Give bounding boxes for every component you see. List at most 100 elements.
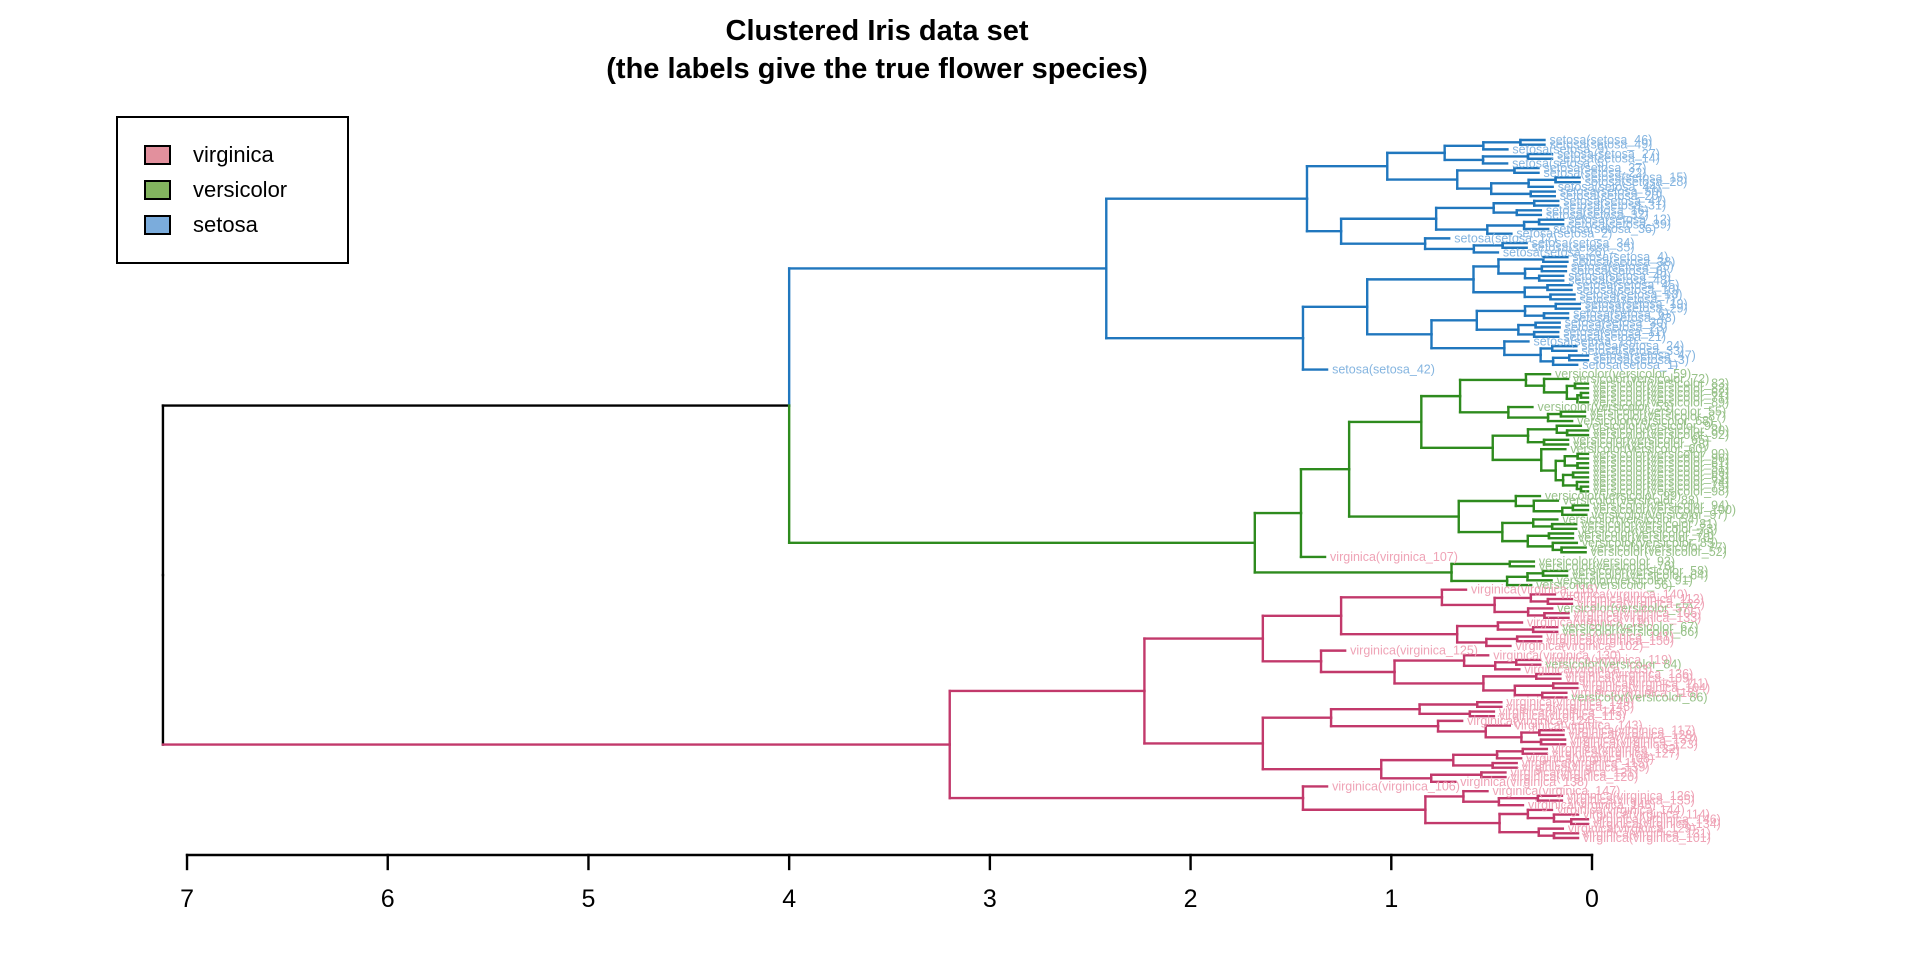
chart-title: Clustered Iris data set <box>725 15 1029 47</box>
leaf-label: setosa(setosa_42) <box>1332 363 1435 377</box>
leaf-label: setosa(setosa_2) <box>1516 227 1612 241</box>
legend-item-versicolor: versicolor <box>144 177 347 203</box>
leaf-label: virginica(virginica_130) <box>1493 648 1621 662</box>
leaf-label: setosa(setosa_19) <box>1585 297 1688 311</box>
legend-label: setosa <box>193 212 258 237</box>
leaf-label: virginica(virginica_112) <box>1577 592 1704 606</box>
leaf-label: setosa(setosa_25) <box>1571 259 1674 273</box>
leaf-label: versicolor(versicolor_65) <box>1573 433 1709 447</box>
leaf-label: virginica(virginica_148) <box>1528 798 1656 812</box>
leaf-label: virginica(virginica_107) <box>1330 550 1458 564</box>
leaf-label: virginica(virginica_131) <box>1583 826 1711 840</box>
leaf-label: virginica(virginica_109) <box>1565 672 1693 686</box>
leaf-label: versicolor(versicolor_57) <box>1557 601 1693 615</box>
leaf-label: virginica(virginica_137) <box>1570 733 1698 747</box>
leaf-label: virginica(virginica_123) <box>1570 737 1698 751</box>
dendrogram-branches <box>161 138 1590 840</box>
leaf-label: setosa(setosa_26) <box>1503 245 1606 259</box>
leaf-label: setosa(setosa_10) <box>1577 283 1680 297</box>
leaf-label: setosa(setosa_18) <box>1533 334 1636 348</box>
leaf-label: versicolor(versicolor_88) <box>1563 494 1699 508</box>
leaf-label: setosa(setosa_32) <box>1546 208 1649 222</box>
leaf-label: versicolor(versicolor_74) <box>1593 475 1729 489</box>
x-axis-tick-label: 6 <box>381 885 395 913</box>
leaf-label: setosa(setosa_5) <box>1512 156 1608 170</box>
leaf-label: versicolor(versicolor_83) <box>1593 377 1729 391</box>
leaf-label: versicolor(versicolor_59) <box>1555 367 1691 381</box>
leaf-label: setosa(setosa_38) <box>1572 255 1675 269</box>
leaf-label: versicolor(versicolor_78) <box>1573 437 1709 451</box>
leaf-label: versicolor(versicolor_61) <box>1593 456 1729 470</box>
leaf-label: setosa(setosa_9) <box>1512 142 1608 156</box>
leaf-label: virginica(virginica_128) <box>1568 728 1696 742</box>
leaf-label: setosa(setosa_44) <box>1558 180 1661 194</box>
leaf-label: versicolor(versicolor_94) <box>1593 498 1729 512</box>
leaf-label: setosa(setosa_12) <box>1568 213 1671 227</box>
leaf-label: versicolor(versicolor_80) <box>1593 423 1729 437</box>
leaf-label: setosa(setosa_34) <box>1532 236 1635 250</box>
leaf-label: setosa(setosa_11) <box>1563 325 1665 339</box>
leaf-label: setosa(setosa_14) <box>1557 152 1660 166</box>
leaf-label: versicolor(versicolor_91) <box>1557 573 1693 587</box>
leaf-label: virginica(virginica_105) <box>1574 606 1702 620</box>
leaf-label: versicolor(versicolor_56) <box>1536 578 1672 592</box>
leaf-label: virginica(virginica_146) <box>1593 812 1721 826</box>
leaf-label: versicolor(versicolor_73) <box>1581 522 1717 536</box>
x-axis-tick-label: 0 <box>1585 885 1599 913</box>
leaf-label: virginica(virginica_145) <box>1506 700 1634 714</box>
x-axis-tick-label: 7 <box>180 885 194 913</box>
leaf-label: virginica(virginica_142) <box>1499 705 1627 719</box>
leaf-label: virginica(virginica_120) <box>1510 770 1638 784</box>
leaf-label: setosa(setosa_7) <box>1580 292 1676 306</box>
leaf-label: setosa(setosa_35) <box>1532 241 1635 255</box>
leaf-label: versicolor(versicolor_86) <box>1571 690 1707 704</box>
leaf-label: virginica(virginica_132) <box>1552 742 1680 756</box>
leaf-label: versicolor(versicolor_54) <box>1562 512 1698 526</box>
legend-label: versicolor <box>193 177 288 202</box>
leaf-label: versicolor(versicolor_84) <box>1545 658 1681 672</box>
leaf-label: virginica(virginica_111) <box>1582 676 1708 690</box>
leaf-label: setosa(setosa_43) <box>1573 311 1676 325</box>
leaf-label: virginica(virginica_117) <box>1568 723 1695 737</box>
leaf-label: versicolor(versicolor_68) <box>1577 414 1713 428</box>
leaf-label: versicolor(versicolor_81) <box>1581 517 1717 531</box>
leaf-label: versicolor(versicolor_76) <box>1539 559 1675 573</box>
leaf-label: versicolor(versicolor_85) <box>1582 536 1718 550</box>
x-axis-tick-label: 3 <box>983 885 997 913</box>
leaf-label: versicolor(versicolor_95) <box>1586 419 1722 433</box>
leaf-label: setosa(setosa_33) <box>1581 344 1684 358</box>
leaf-label: versicolor(versicolor_67) <box>1562 620 1698 634</box>
leaf-label: versicolor(versicolor_89) <box>1593 395 1729 409</box>
leaf-label: setosa(setosa_1) <box>1582 358 1678 372</box>
leaf-label: versicolor(versicolor_79) <box>1578 527 1714 541</box>
leaf-label: versicolor(versicolor_98) <box>1593 484 1729 498</box>
leaf-label: virginica(virginica_143) <box>1515 719 1643 733</box>
leaf-label: setosa(setosa_22) <box>1544 166 1647 180</box>
leaf-label: setosa(setosa_24) <box>1581 339 1684 353</box>
leaf-label: virginica(virginica_138) <box>1460 775 1588 789</box>
legend: virginica versicolor setosa <box>116 116 349 264</box>
leaf-label: versicolor(versicolor_66) <box>1562 625 1698 639</box>
leaf-label: versicolor(versicolor_52) <box>1591 545 1727 559</box>
leaf-label: versicolor(versicolor_100) <box>1593 503 1736 517</box>
leaf-label: setosa(setosa_20) <box>1560 189 1663 203</box>
x-axis-tick-label: 5 <box>581 885 595 913</box>
leaf-label: virginica(virginica_149) <box>1506 695 1634 709</box>
leaf-label: setosa(setosa_15) <box>1585 170 1688 184</box>
leaf-label: virginica(virginica_114) <box>1583 808 1710 822</box>
leaf-label: setosa(setosa_6) <box>1573 306 1669 320</box>
leaf-label: virginica(virginica_136) <box>1565 667 1693 681</box>
leaf-label: setosa(setosa_13) <box>1580 288 1683 302</box>
versicolor-swatch-icon <box>144 180 171 200</box>
leaf-label: setosa(setosa_8) <box>1571 264 1667 278</box>
leaf-label: versicolor(versicolor_60) <box>1570 442 1706 456</box>
legend-item-virginica: virginica <box>144 142 347 168</box>
leaf-label: virginica(virginica_108) <box>1526 751 1654 765</box>
leaf-label: virginica(virginica_129) <box>1568 822 1696 836</box>
setosa-swatch-icon <box>144 215 171 235</box>
leaf-label: setosa(setosa_30) <box>1565 316 1668 330</box>
leaf-labels: setosa(setosa_46)setosa(setosa_49)setosa… <box>1330 133 1736 845</box>
leaf-label: virginica(virginica_110) <box>1527 616 1654 630</box>
leaf-label: virginica(virginica_140) <box>1560 587 1688 601</box>
